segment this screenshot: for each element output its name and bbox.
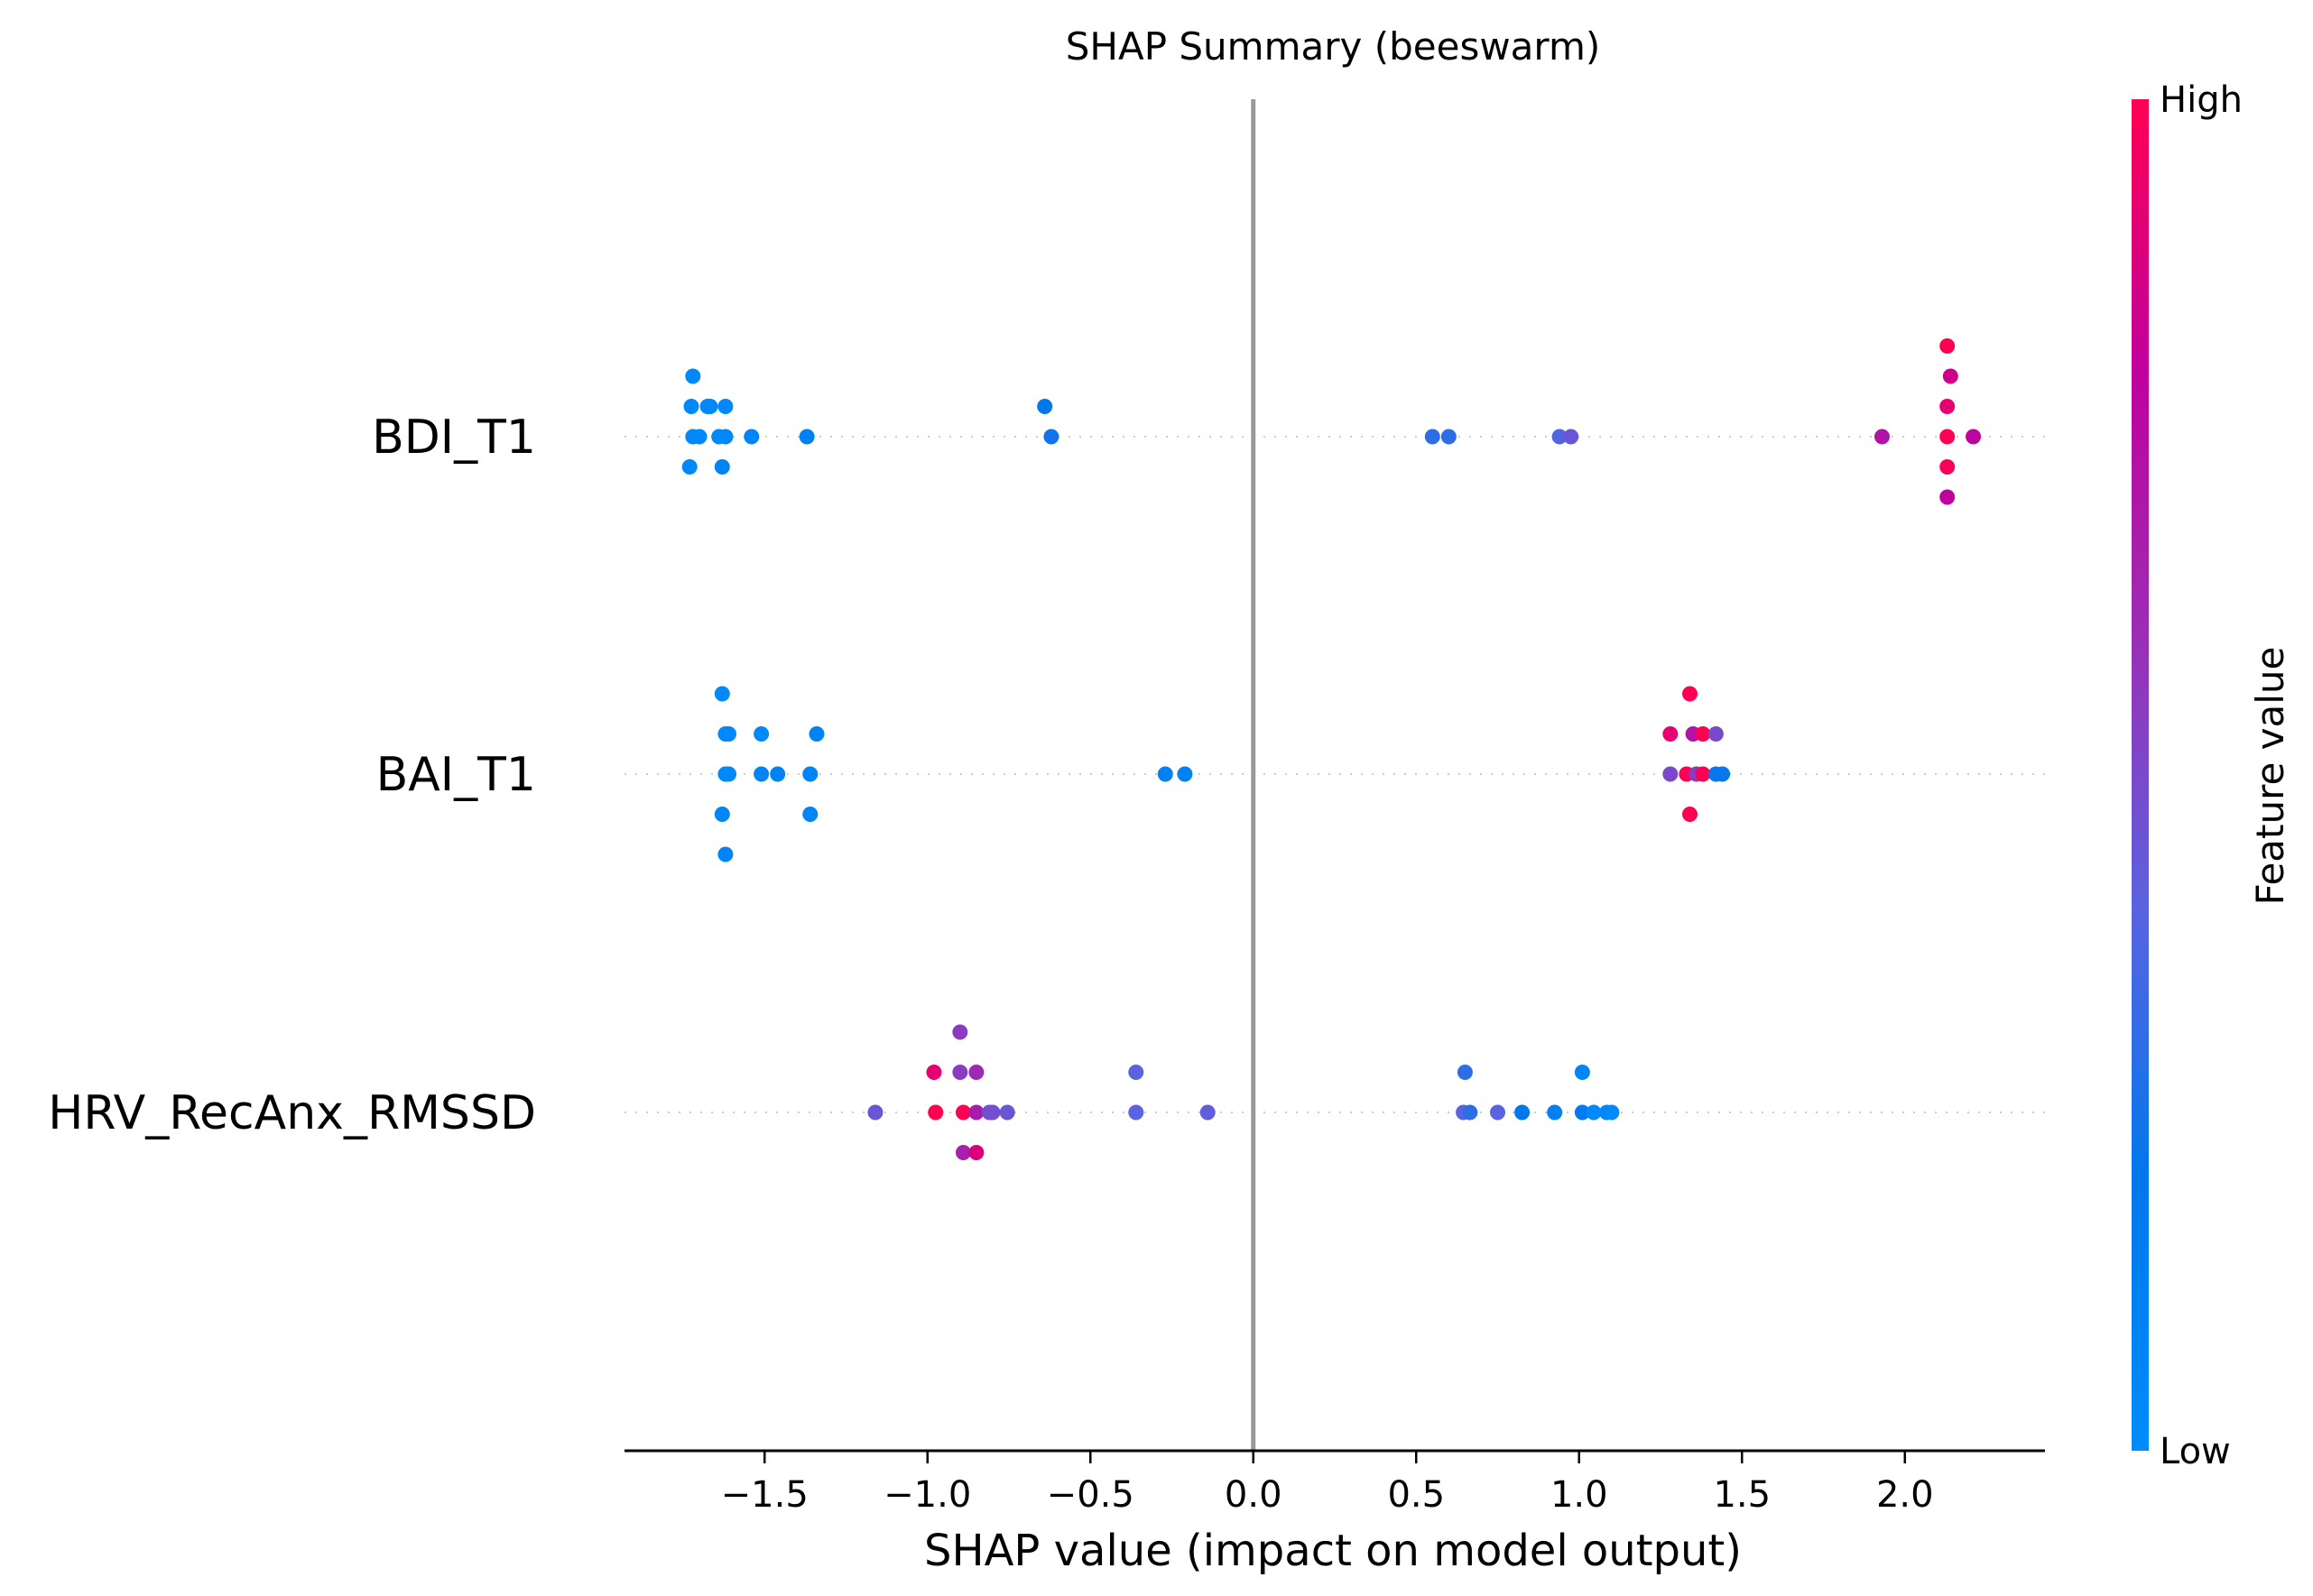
data-point	[744, 429, 760, 445]
data-point	[754, 766, 770, 782]
data-point	[1939, 338, 1956, 354]
data-point	[802, 766, 819, 782]
data-point	[1715, 766, 1731, 782]
chart-title: SHAP Summary (beeswarm)	[1066, 24, 1601, 69]
data-point	[721, 766, 737, 782]
data-point	[968, 1104, 985, 1121]
data-point	[1662, 766, 1679, 782]
data-point	[770, 766, 786, 782]
data-point	[681, 459, 698, 475]
data-point	[714, 459, 730, 475]
data-point	[1586, 1104, 1602, 1121]
data-point	[683, 399, 699, 414]
data-point	[754, 726, 770, 742]
data-point	[1551, 429, 1568, 445]
data-point	[1574, 1104, 1590, 1121]
data-point	[717, 846, 734, 863]
data-point	[1563, 429, 1579, 445]
data-point	[721, 726, 737, 742]
data-point	[1604, 1104, 1620, 1121]
colorbar: High Low Feature value	[2132, 79, 2292, 1472]
data-point	[714, 686, 730, 702]
data-point	[867, 1104, 884, 1121]
data-point	[1662, 726, 1679, 742]
x-tick-label: 2.0	[1876, 1474, 1934, 1516]
data-point	[968, 1145, 985, 1160]
data-point	[691, 429, 708, 445]
data-point	[952, 1065, 968, 1080]
data-point	[1942, 368, 1958, 384]
x-tick-label: 1.0	[1550, 1474, 1608, 1516]
data-point	[928, 1104, 944, 1121]
data-point	[799, 429, 815, 445]
data-point	[809, 726, 825, 742]
x-tick-label: −1.5	[721, 1474, 809, 1516]
data-point	[985, 1104, 1001, 1121]
x-tick-label: 0.5	[1387, 1474, 1445, 1516]
data-point	[1462, 1104, 1478, 1121]
data-point	[702, 399, 718, 414]
data-point	[1939, 459, 1956, 475]
data-point	[1939, 429, 1956, 445]
data-point	[1424, 429, 1440, 445]
x-axis-title: SHAP value (impact on model output)	[924, 1526, 1742, 1576]
data-point	[1682, 807, 1698, 822]
data-point	[1037, 399, 1053, 414]
x-tick-label: −0.5	[1047, 1474, 1134, 1516]
data-point	[1574, 1065, 1590, 1080]
colorbar-high-label: High	[2160, 79, 2243, 121]
data-point	[1457, 1065, 1473, 1080]
data-point	[1707, 726, 1724, 742]
colorbar-gradient	[2132, 99, 2149, 1451]
data-point	[955, 1145, 971, 1160]
feature-label: HRV_RecAnx_RMSSD	[48, 1086, 536, 1140]
data-point	[1939, 399, 1956, 414]
x-tick-label: 1.5	[1713, 1474, 1771, 1516]
colorbar-title: Feature value	[2248, 647, 2292, 906]
data-point	[1514, 1104, 1531, 1121]
row-guides	[625, 436, 2045, 1113]
data-point	[1966, 429, 1982, 445]
data-point	[1874, 429, 1890, 445]
data-points	[681, 338, 1982, 1160]
data-point	[1043, 429, 1059, 445]
feature-label: BDI_T1	[372, 411, 536, 465]
feature-labels: BDI_T1 BAI_T1 HRV_RecAnx_RMSSD	[48, 411, 536, 1140]
data-point	[1177, 766, 1193, 782]
data-point	[968, 1065, 985, 1080]
data-point	[717, 429, 734, 445]
data-point	[955, 1104, 971, 1121]
data-point	[1695, 766, 1711, 782]
data-point	[1157, 766, 1173, 782]
data-point	[926, 1065, 942, 1080]
colorbar-low-label: Low	[2160, 1431, 2231, 1472]
x-axis-ticks: −1.5 −1.0 −0.5 0.0 0.5 1.0 1.5 2.0	[721, 1451, 1934, 1516]
data-point	[1128, 1104, 1144, 1121]
x-tick-label: −1.0	[884, 1474, 971, 1516]
data-point	[1682, 686, 1698, 702]
data-point	[1128, 1065, 1144, 1080]
data-point	[685, 368, 701, 384]
data-point	[1199, 1104, 1216, 1121]
feature-label: BAI_T1	[376, 748, 536, 802]
data-point	[802, 807, 819, 822]
x-tick-label: 0.0	[1225, 1474, 1282, 1516]
data-point	[952, 1024, 968, 1040]
data-point	[1695, 726, 1711, 742]
data-point	[1939, 489, 1956, 505]
data-point	[1490, 1104, 1506, 1121]
data-point	[999, 1104, 1015, 1121]
data-point	[1547, 1104, 1563, 1121]
data-point	[717, 399, 734, 414]
data-point	[1440, 429, 1457, 445]
data-point	[714, 807, 730, 822]
